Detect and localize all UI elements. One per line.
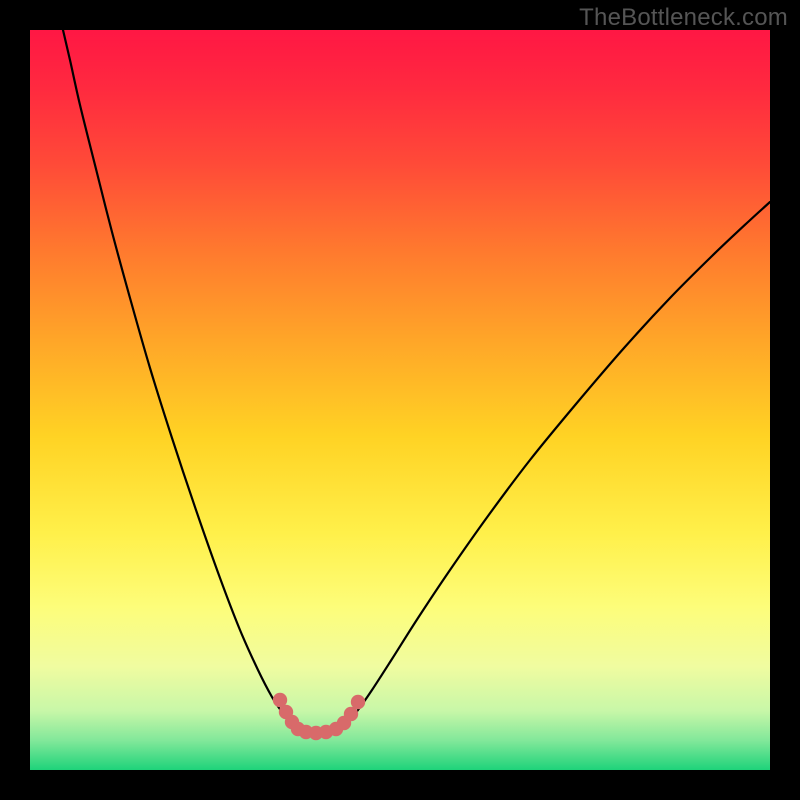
watermark-text: TheBottleneck.com bbox=[579, 4, 788, 32]
valley-dot bbox=[351, 695, 365, 709]
plot-area bbox=[30, 30, 770, 770]
bottleneck-chart bbox=[0, 0, 800, 800]
valley-dot bbox=[344, 707, 358, 721]
chart-container: TheBottleneck.com bbox=[0, 0, 800, 800]
